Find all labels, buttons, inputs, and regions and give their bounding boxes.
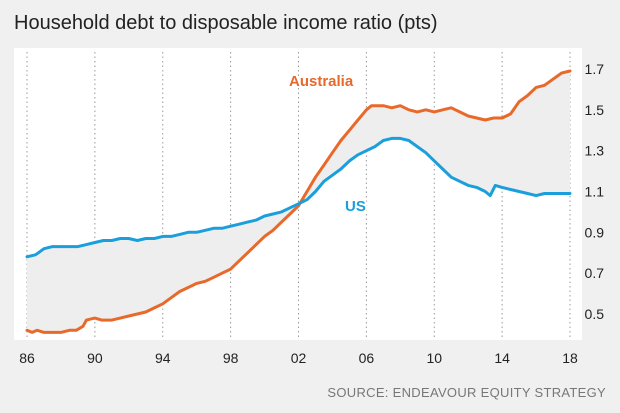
- series-line-australia: [25, 69, 572, 334]
- x-tick-label: 98: [223, 350, 239, 366]
- y-tick-label: 0.9: [585, 224, 605, 240]
- x-tick-label: 06: [359, 350, 375, 366]
- x-tick-label: 10: [426, 350, 442, 366]
- plot-area: Australia US: [14, 48, 582, 340]
- y-tick-label: 1.1: [585, 184, 605, 200]
- x-tick-label: 02: [291, 350, 307, 366]
- y-tick-label: 1.7: [585, 61, 605, 77]
- chart-title: Household debt to disposable income rati…: [14, 12, 438, 34]
- y-tick-label: 1.3: [585, 143, 605, 159]
- series-line-us: [25, 136, 572, 259]
- x-tick-label: 14: [494, 350, 510, 366]
- x-tick-label: 90: [87, 350, 103, 366]
- source-note: SOURCE: ENDEAVOUR EQUITY STRATEGY: [327, 385, 606, 400]
- y-tick-label: 0.5: [585, 306, 605, 322]
- x-tick-label: 94: [155, 350, 171, 366]
- gap-band: [27, 71, 570, 333]
- x-tick-label: 18: [562, 350, 578, 366]
- x-axis: 86 90 94 98 02 06 10 14 18: [19, 350, 578, 366]
- y-tick-label: 0.7: [585, 265, 605, 281]
- x-tick-label: 86: [19, 350, 35, 366]
- y-tick-label: 1.5: [585, 102, 605, 118]
- series-label-us: US: [345, 198, 366, 215]
- y-axis: 0.5 0.7 0.9 1.1 1.3 1.5 1.7: [585, 61, 605, 322]
- series-label-australia: Australia: [289, 73, 354, 90]
